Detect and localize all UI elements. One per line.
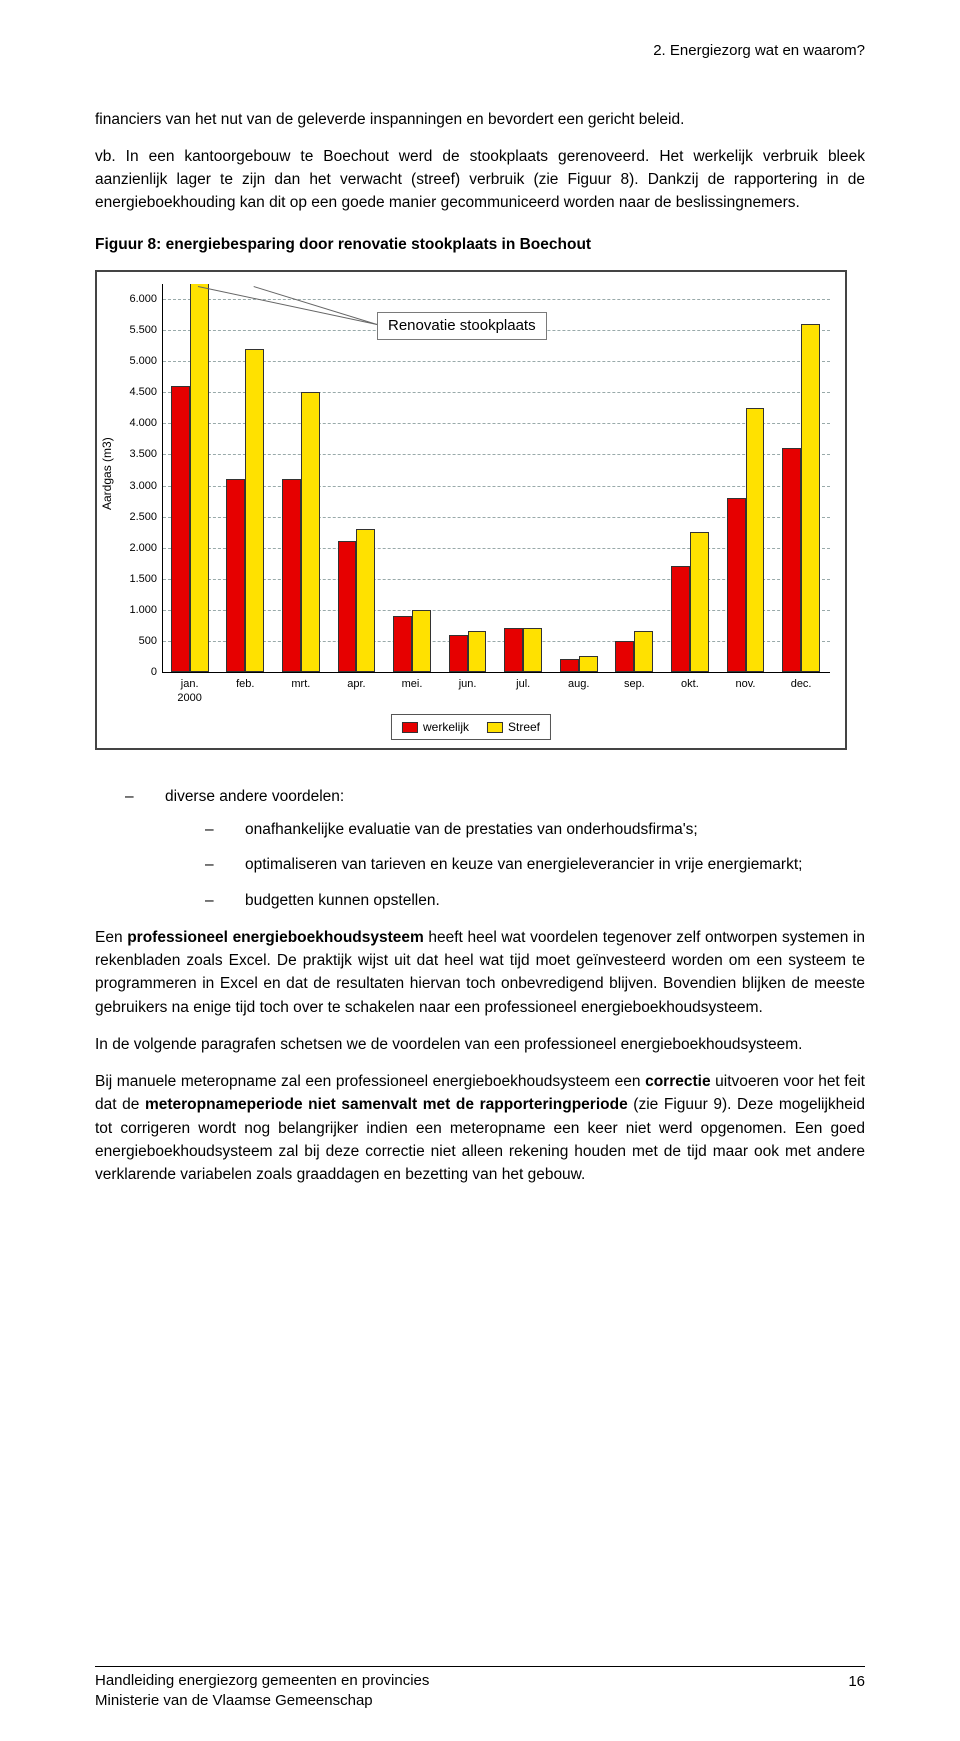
y-tick-label: 1.500 [129,570,157,587]
y-tick-label: 2.000 [129,539,157,556]
chart-bar [671,566,690,672]
paragraph: Bij manuele meteropname zal een professi… [95,1070,865,1186]
legend-label-0: werkelijk [423,720,469,734]
chart-bar [356,529,375,672]
x-tick-label: jul. [516,676,530,693]
section-header: 2. Energiezorg wat en waarom? [95,40,865,63]
x-tick-label: aug. [568,676,589,693]
chart-bar [412,610,431,672]
x-tick-label: mei. [402,676,423,693]
chart-bar [634,631,653,671]
paragraph: In de volgende paragrafen schetsen we de… [95,1033,865,1056]
y-tick-label: 2.500 [129,508,157,525]
x-tick-label: nov. [736,676,756,693]
chart-bar [468,631,487,671]
chart-bar [782,448,801,671]
chart-bar [727,498,746,672]
chart-bar [282,479,301,671]
chart-bar [190,284,209,672]
list-item: diverse andere voordelen: onafhankelijke… [125,785,865,912]
chart-bar [801,324,820,672]
x-tick-label: dec. [791,676,812,693]
y-tick-label: 3.000 [129,477,157,494]
y-tick-label: 500 [139,632,157,649]
advantages-list: diverse andere voordelen: onafhankelijke… [95,785,865,912]
chart-legend: werkelijk Streef [391,714,551,740]
chart-bar [690,532,709,672]
list-item-label: diverse andere voordelen: [165,788,344,805]
y-tick-label: 4.000 [129,415,157,432]
x-tick-label: feb. [236,676,254,693]
chart-bar [338,541,357,671]
paragraph-example: vb. In een kantoorgebouw te Boechout wer… [95,145,865,215]
chart-bar [504,628,523,671]
chart-bar [746,408,765,672]
list-item: onafhankelijke evaluatie van de prestati… [205,818,865,841]
list-item: budgetten kunnen opstellen. [205,889,865,912]
y-tick-label: 3.500 [129,446,157,463]
y-tick-label: 4.500 [129,384,157,401]
figure-caption: Figuur 8: energiebesparing door renovati… [95,233,865,256]
chart-bar [226,479,245,671]
paragraph: Een professioneel energieboekhoudsysteem… [95,926,865,1019]
y-tick-label: 5.500 [129,322,157,339]
chart-callout-label: Renovatie stookplaats [377,312,547,341]
y-tick-label: 6.000 [129,291,157,308]
footer-line-1: Handleiding energiezorg gemeenten en pro… [95,1671,429,1691]
page-number: 16 [848,1671,865,1712]
y-tick-label: 0 [151,664,157,681]
legend-label-1: Streef [508,720,540,734]
x-tick-label: apr. [347,676,365,693]
chart-bar [449,635,468,672]
footer-line-2: Ministerie van de Vlaamse Gemeenschap [95,1691,429,1711]
y-tick-label: 5.000 [129,353,157,370]
chart-bar [171,386,190,672]
chart-bar [523,628,542,671]
chart-bar [579,656,598,672]
chart-bar [560,659,579,671]
paragraph-intro: financiers van het nut van de geleverde … [95,108,865,131]
list-item: optimaliseren van tarieven en keuze van … [205,853,865,876]
x-tick-label: mrt. [291,676,310,693]
advantages-sublist: onafhankelijke evaluatie van de prestati… [165,818,865,912]
energy-chart: Aardgas (m3) 0 500 1.000 1.500 2.000 2.500 3.0… [95,270,865,750]
chart-bar [245,349,264,672]
page-footer: Handleiding energiezorg gemeenten en pro… [95,1666,865,1712]
y-tick-label: 1.000 [129,601,157,618]
chart-bar [615,641,634,672]
chart-bar [393,616,412,672]
x-tick-label: jun. [459,676,477,693]
chart-bar [301,392,320,671]
x-tick-label: okt. [681,676,699,693]
x-tick-label: sep. [624,676,645,693]
x-sub-label: 2000 [177,690,201,707]
y-axis-title: Aardgas (m3) [98,437,116,510]
